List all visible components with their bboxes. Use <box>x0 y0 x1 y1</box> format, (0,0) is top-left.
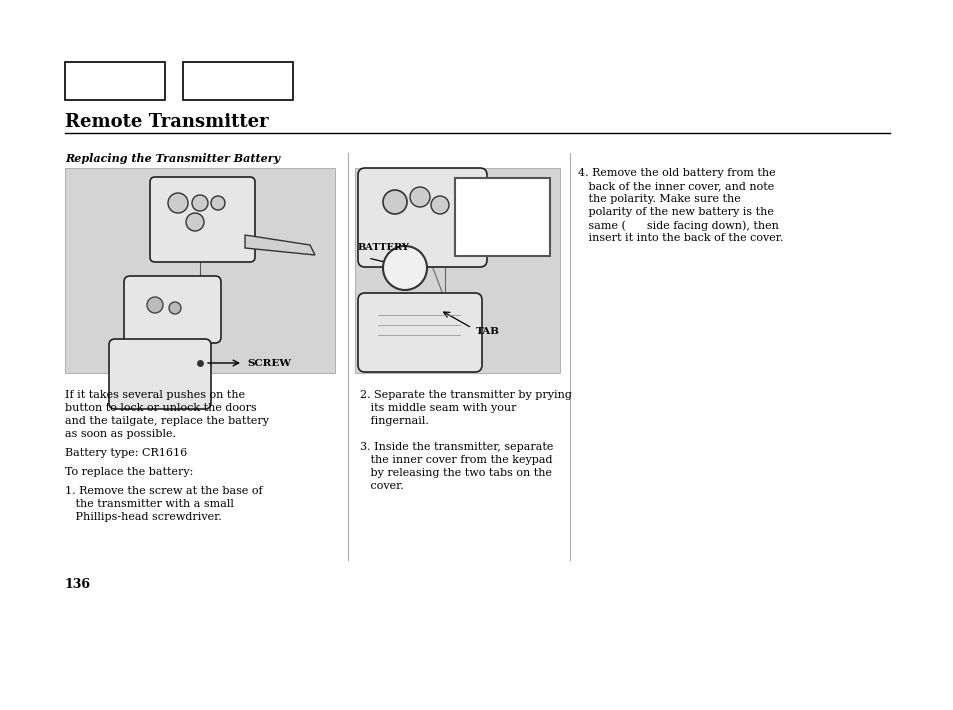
Text: To replace the battery:: To replace the battery: <box>65 467 193 477</box>
Circle shape <box>431 196 449 214</box>
Text: button to lock or unlock the doors: button to lock or unlock the doors <box>65 403 256 413</box>
Circle shape <box>192 195 208 211</box>
Text: as soon as possible.: as soon as possible. <box>65 429 175 439</box>
Polygon shape <box>245 235 314 255</box>
Text: by releasing the two tabs on the: by releasing the two tabs on the <box>359 468 552 478</box>
Text: back of the inner cover, and note: back of the inner cover, and note <box>578 181 774 191</box>
Circle shape <box>147 297 163 313</box>
Circle shape <box>211 196 225 210</box>
Bar <box>65 168 335 373</box>
Circle shape <box>382 246 427 290</box>
Text: 4. Remove the old battery from the: 4. Remove the old battery from the <box>578 168 775 178</box>
Bar <box>183 62 293 100</box>
Text: polarity of the new battery is the: polarity of the new battery is the <box>578 207 773 217</box>
Text: 2. Separate the transmitter by prying: 2. Separate the transmitter by prying <box>359 390 571 400</box>
Text: 136: 136 <box>65 578 91 591</box>
Text: fingernail.: fingernail. <box>359 416 429 426</box>
Bar <box>65 62 165 100</box>
Text: 1. Remove the screw at the base of: 1. Remove the screw at the base of <box>65 486 262 496</box>
Text: TAB: TAB <box>476 327 499 337</box>
Text: and the tailgate, replace the battery: and the tailgate, replace the battery <box>65 416 269 426</box>
Text: Phillips-head screwdriver.: Phillips-head screwdriver. <box>65 512 221 522</box>
Circle shape <box>169 302 181 314</box>
FancyBboxPatch shape <box>109 339 211 409</box>
Text: Remote Transmitter: Remote Transmitter <box>65 113 269 131</box>
Text: Battery type: CR1616: Battery type: CR1616 <box>65 448 187 458</box>
Text: same (      side facing down), then: same ( side facing down), then <box>578 220 778 231</box>
Text: 3. Inside the transmitter, separate: 3. Inside the transmitter, separate <box>359 442 553 452</box>
Circle shape <box>186 213 204 231</box>
Text: insert it into the back of the cover.: insert it into the back of the cover. <box>578 233 782 243</box>
Circle shape <box>168 193 188 213</box>
Text: the transmitter with a small: the transmitter with a small <box>65 499 233 509</box>
Bar <box>455 178 550 256</box>
Text: its middle seam with your: its middle seam with your <box>359 403 516 413</box>
Text: BATTERY: BATTERY <box>357 243 410 252</box>
Text: the inner cover from the keypad: the inner cover from the keypad <box>359 455 552 465</box>
Text: cover.: cover. <box>359 481 403 491</box>
FancyBboxPatch shape <box>357 293 481 372</box>
Bar <box>355 168 559 373</box>
FancyBboxPatch shape <box>357 168 486 267</box>
Text: SCREW: SCREW <box>247 359 291 368</box>
Text: the polarity. Make sure the: the polarity. Make sure the <box>578 194 740 204</box>
Text: If it takes several pushes on the: If it takes several pushes on the <box>65 390 245 400</box>
Circle shape <box>382 190 407 214</box>
FancyBboxPatch shape <box>150 177 254 262</box>
Circle shape <box>410 187 430 207</box>
FancyBboxPatch shape <box>124 276 221 343</box>
Text: Replacing the Transmitter Battery: Replacing the Transmitter Battery <box>65 153 280 164</box>
